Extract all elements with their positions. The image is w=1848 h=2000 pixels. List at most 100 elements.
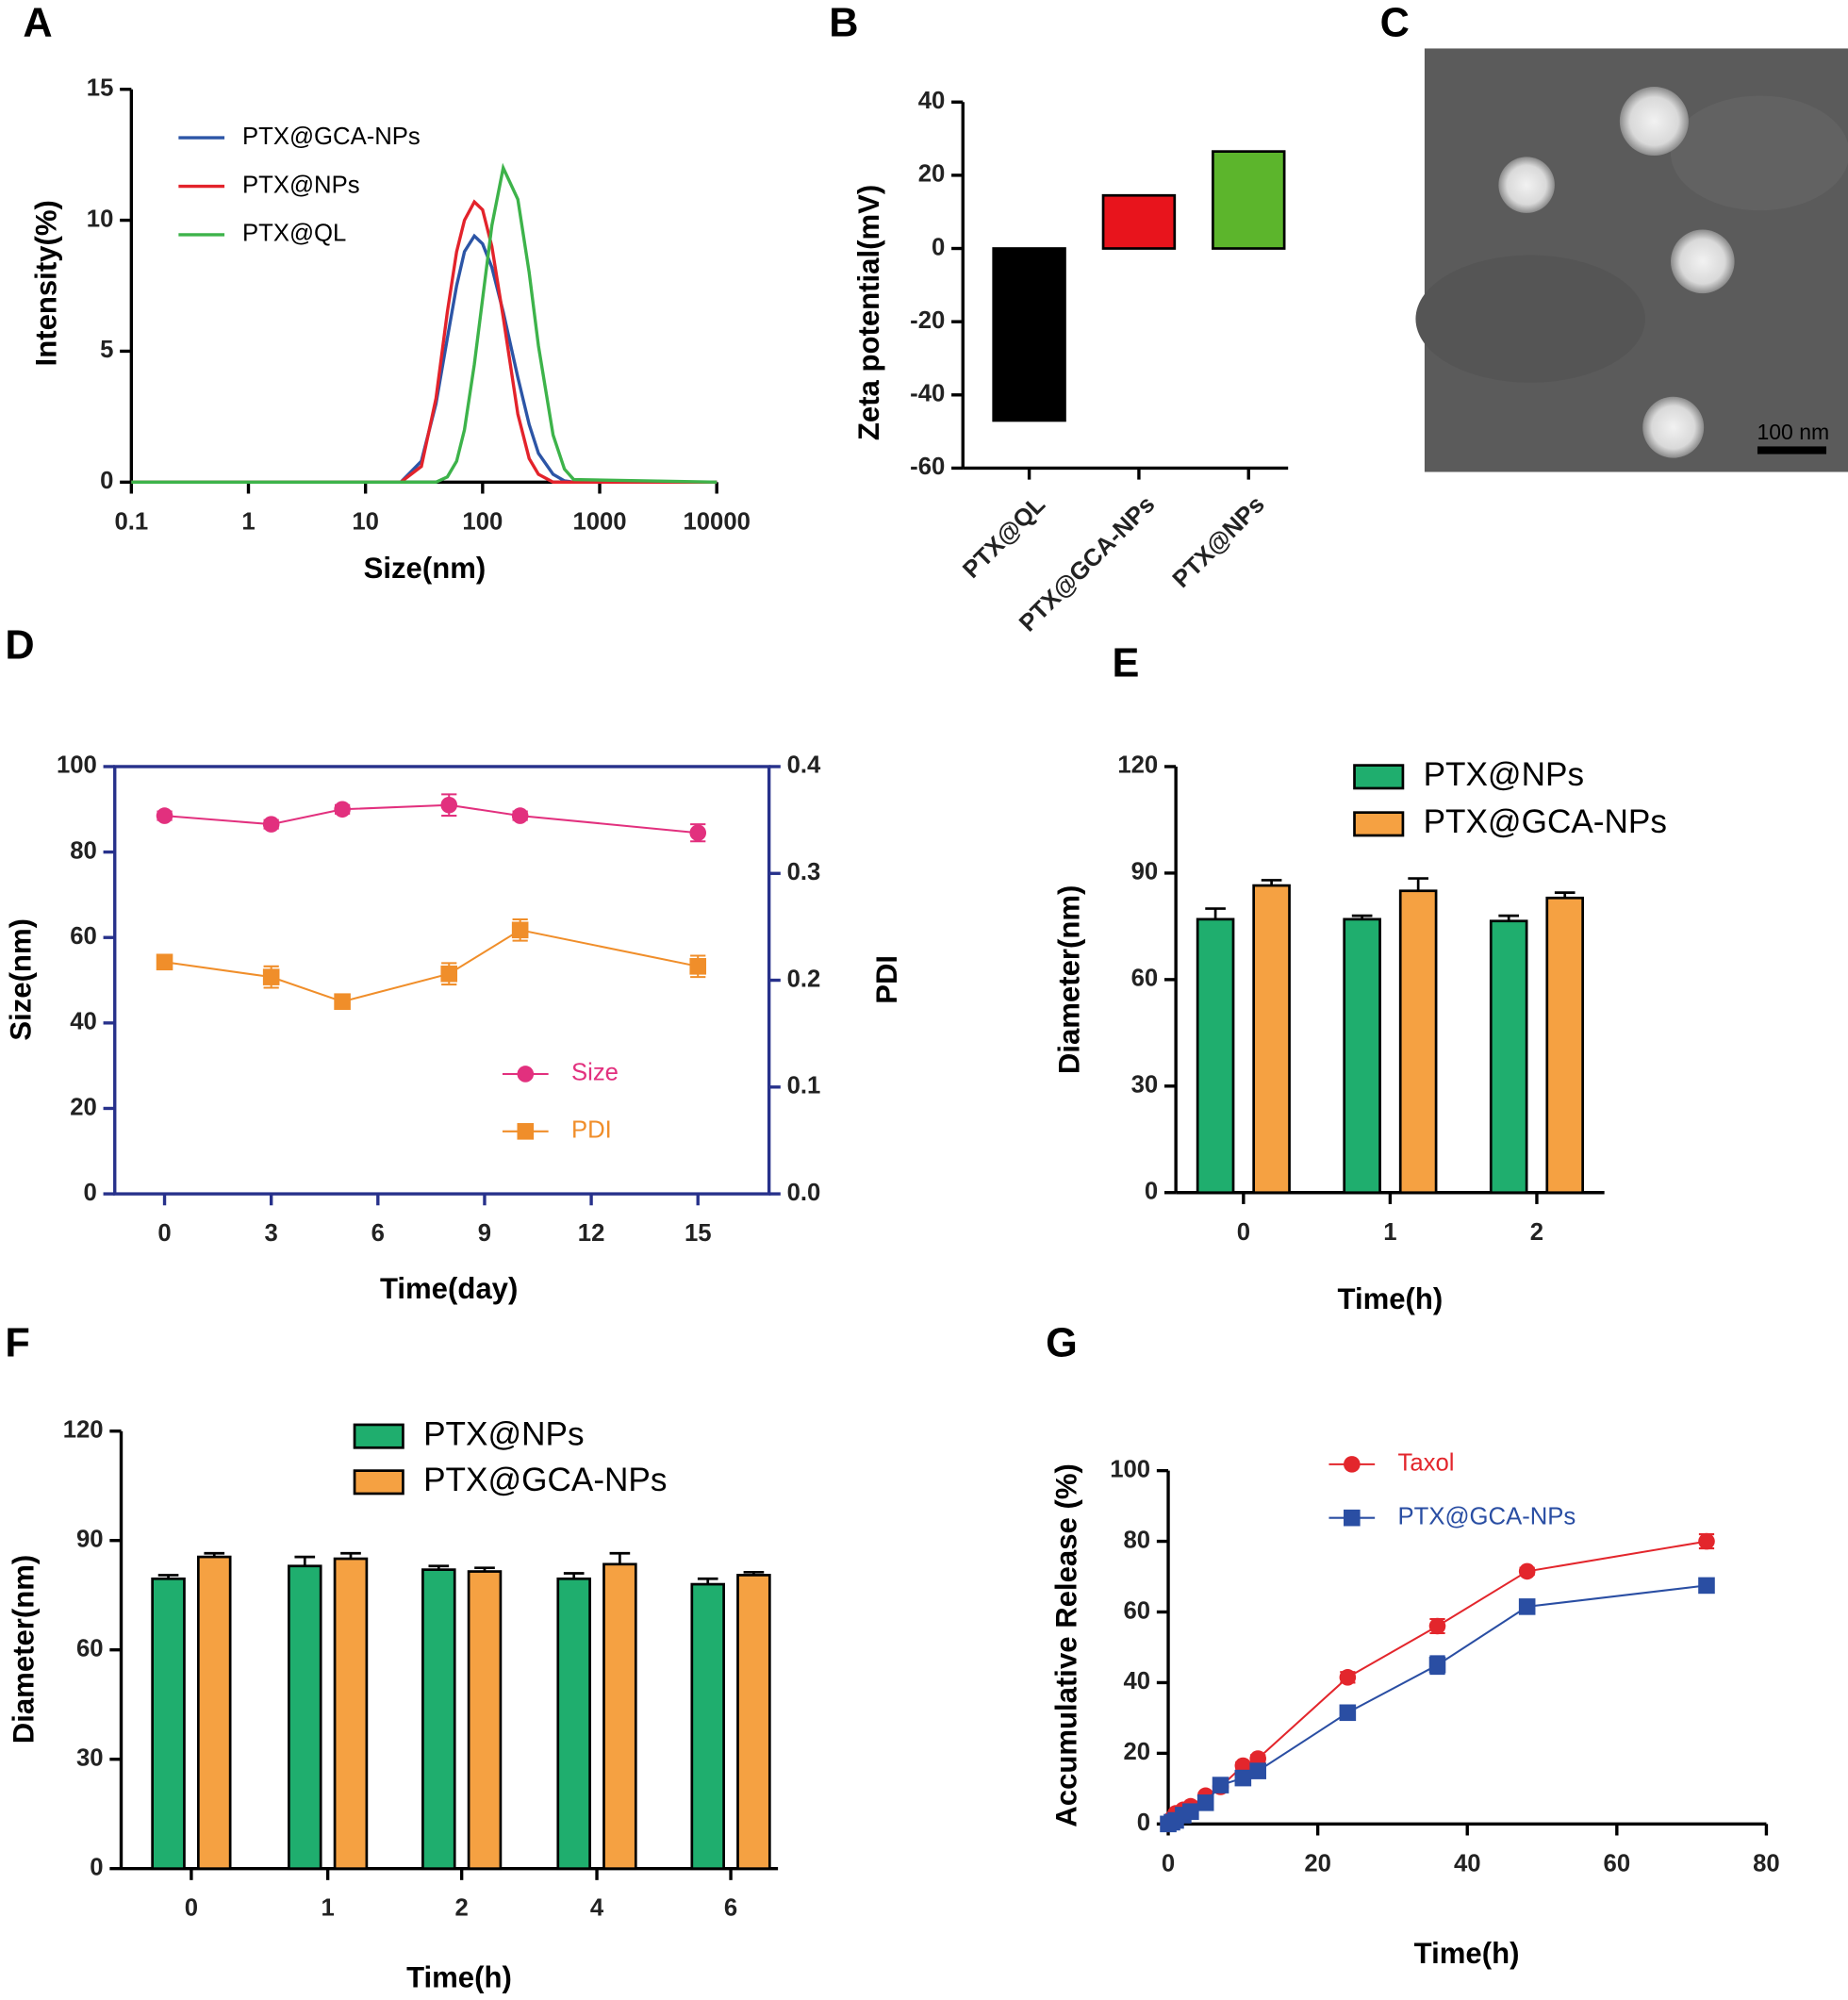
legend-swatch bbox=[1353, 811, 1405, 837]
sem-texture bbox=[1671, 95, 1848, 211]
bar bbox=[1545, 896, 1584, 1195]
x-tick-label: 80 bbox=[1753, 1850, 1780, 1876]
x-tick-label: 100 bbox=[462, 508, 503, 535]
y-tick-label: 0 bbox=[100, 468, 113, 494]
y-axis-title: Diameter(nm) bbox=[7, 1555, 40, 1744]
bar bbox=[151, 1577, 186, 1871]
marker bbox=[1518, 1562, 1536, 1580]
y2-tick-label: 0.3 bbox=[787, 859, 821, 885]
x-tick-label: 10 bbox=[352, 508, 379, 535]
y-tick-label: -40 bbox=[910, 381, 945, 407]
y-tick-label: 60 bbox=[76, 1635, 104, 1661]
x-tick-label: 0 bbox=[1237, 1219, 1250, 1246]
bar bbox=[556, 1577, 591, 1871]
x-tick-label: 0 bbox=[185, 1895, 198, 1922]
marker bbox=[156, 807, 173, 824]
marker bbox=[334, 993, 351, 1010]
y2-tick-label: 0.0 bbox=[787, 1180, 821, 1206]
y-tick-label: -20 bbox=[910, 307, 945, 334]
x-tick-label: 40 bbox=[1454, 1850, 1481, 1876]
y-axis-title: Intensity(%) bbox=[30, 200, 63, 366]
y-tick-label: 20 bbox=[1124, 1739, 1151, 1765]
marker bbox=[334, 801, 351, 818]
marker bbox=[1249, 1762, 1266, 1779]
y-tick-label: 60 bbox=[1124, 1597, 1151, 1624]
x-axis-title: Time(day) bbox=[380, 1272, 518, 1305]
x-tick-label: 3 bbox=[265, 1220, 278, 1247]
marker bbox=[1518, 1598, 1536, 1615]
marker bbox=[1344, 1456, 1361, 1473]
legend-swatch bbox=[353, 1469, 404, 1496]
legend-label: PTX@GCA-NPs bbox=[242, 124, 421, 150]
x-tick-label: 0 bbox=[1162, 1850, 1175, 1876]
bar bbox=[1343, 917, 1381, 1195]
y-tick-label: 40 bbox=[1124, 1668, 1151, 1694]
y-tick-label: 40 bbox=[70, 1009, 97, 1035]
y-tick-label: 20 bbox=[70, 1094, 97, 1120]
marker bbox=[440, 796, 458, 814]
legend-label: Taxol bbox=[1398, 1450, 1455, 1477]
y-tick-label: 80 bbox=[1124, 1527, 1151, 1553]
panel-label: F bbox=[5, 1321, 29, 1366]
bar bbox=[1398, 889, 1438, 1195]
x-tick-label: 0.1 bbox=[114, 508, 148, 535]
legend-label: PTX@GCA-NPs bbox=[1398, 1503, 1576, 1529]
marker bbox=[1428, 1617, 1446, 1635]
x-tick-label: 1 bbox=[321, 1895, 334, 1922]
series-line bbox=[131, 233, 718, 485]
y-tick-label: 90 bbox=[76, 1526, 104, 1552]
marker bbox=[1234, 1769, 1252, 1787]
x-tick-label: 60 bbox=[1604, 1850, 1631, 1876]
marker bbox=[517, 1123, 535, 1140]
error-bar bbox=[294, 1555, 316, 1566]
legend-label: PTX@QL bbox=[242, 221, 346, 247]
bar bbox=[333, 1557, 369, 1871]
bar bbox=[1212, 150, 1286, 250]
y-tick-label: 20 bbox=[918, 161, 946, 188]
legend-swatch bbox=[1353, 764, 1405, 790]
marker bbox=[1212, 1777, 1229, 1793]
marker bbox=[440, 965, 458, 983]
bar bbox=[1252, 884, 1291, 1195]
marker bbox=[517, 1066, 535, 1083]
bar bbox=[288, 1564, 322, 1871]
marker bbox=[262, 816, 280, 833]
nanoparticle bbox=[1498, 157, 1555, 213]
y2-tick-label: 0.1 bbox=[787, 1073, 821, 1099]
bar bbox=[1489, 919, 1528, 1195]
y-tick-label: 5 bbox=[100, 337, 113, 363]
series-line bbox=[131, 162, 718, 485]
x-axis-title: Time(h) bbox=[1338, 1282, 1444, 1315]
series-line bbox=[164, 929, 699, 1003]
x-tick-label: 2 bbox=[455, 1895, 469, 1922]
x-tick-label: 6 bbox=[724, 1895, 737, 1922]
legend-label: PTX@GCA-NPs bbox=[1424, 803, 1667, 840]
y-tick-label: 0 bbox=[90, 1854, 103, 1880]
error-bar bbox=[609, 1551, 631, 1564]
x-tick-label: 6 bbox=[371, 1220, 385, 1247]
nanoparticle bbox=[1619, 86, 1689, 157]
marker bbox=[1339, 1704, 1357, 1722]
x-tick-label: 12 bbox=[578, 1220, 605, 1247]
y-tick-label: 60 bbox=[1131, 966, 1159, 992]
x-tick-label: 1 bbox=[241, 508, 255, 535]
nanoparticle bbox=[1670, 229, 1735, 294]
y-axis-title: Accumulative Release (%) bbox=[1050, 1463, 1083, 1827]
x-tick-label: 9 bbox=[478, 1220, 491, 1247]
bar bbox=[602, 1562, 637, 1871]
y-tick-label: 30 bbox=[1131, 1072, 1159, 1099]
marker bbox=[1182, 1803, 1199, 1820]
sem-image: 100 nm bbox=[1415, 48, 1848, 472]
marker bbox=[1196, 1794, 1214, 1811]
bar bbox=[1196, 917, 1235, 1195]
y-tick-label: 80 bbox=[70, 837, 97, 864]
bar bbox=[690, 1582, 725, 1871]
y-axis-title: Diameter(nm) bbox=[1052, 885, 1085, 1075]
panel-label: C bbox=[1380, 1, 1410, 46]
y-tick-label: 120 bbox=[1117, 752, 1158, 779]
marker bbox=[1428, 1656, 1446, 1674]
nanoparticle bbox=[1642, 396, 1705, 458]
marker bbox=[1344, 1509, 1361, 1527]
x-tick-label: 0 bbox=[157, 1220, 171, 1247]
